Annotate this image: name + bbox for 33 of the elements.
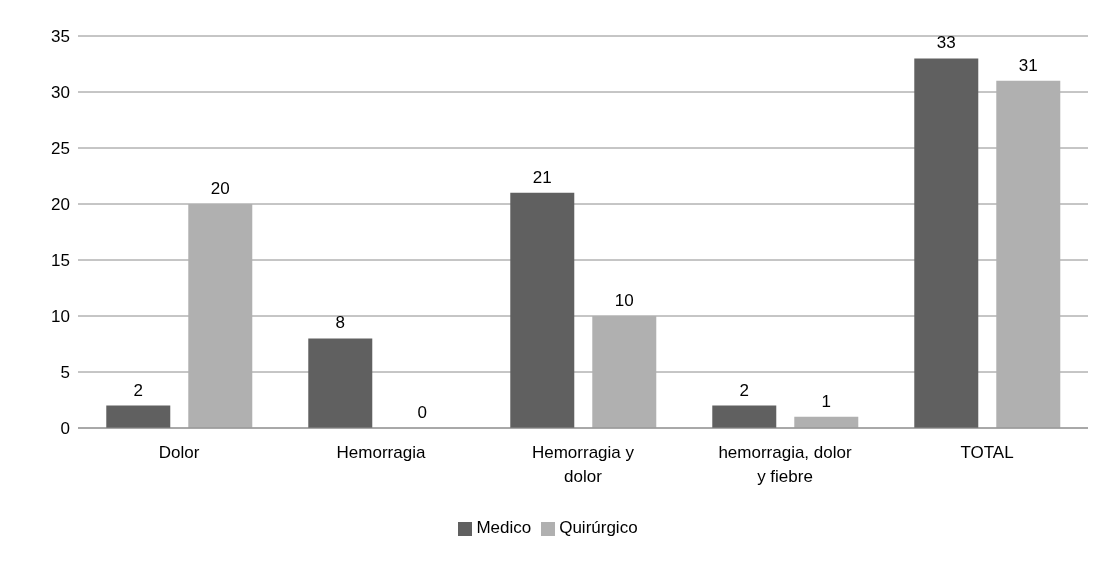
- data-label: 33: [936, 33, 956, 53]
- bar: [188, 204, 253, 428]
- x-tick-label: TOTAL: [960, 443, 1014, 462]
- bar: [308, 338, 373, 428]
- x-tick-label: hemorragia, dolor y fiebre: [718, 443, 852, 486]
- bar: [712, 405, 777, 428]
- data-label: 2: [133, 380, 144, 400]
- data-label: 1: [821, 391, 832, 411]
- y-tick-label: 0: [60, 419, 70, 439]
- y-tick-label: 25: [51, 139, 70, 159]
- x-tick-label: Hemorragia y dolor: [531, 443, 635, 486]
- data-label: 31: [1018, 55, 1038, 75]
- y-tick-label: 35: [51, 27, 70, 47]
- y-tick-label: 30: [51, 83, 70, 103]
- y-tick-label: 15: [51, 251, 70, 271]
- y-tick-label: 10: [51, 307, 70, 327]
- data-label: 10: [614, 291, 634, 310]
- data-label: 21: [532, 167, 552, 187]
- bar: [592, 316, 657, 428]
- legend-label: Quirúrgico: [559, 518, 638, 537]
- data-label: 8: [335, 313, 346, 333]
- x-tick-label: Dolor: [158, 443, 200, 462]
- legend-label: Medico: [476, 518, 532, 537]
- data-label: 0: [417, 402, 428, 422]
- bar: [914, 58, 979, 428]
- bar: [510, 192, 575, 428]
- data-label: 20: [210, 179, 230, 198]
- data-label: 2: [739, 380, 750, 400]
- y-tick-label: 5: [60, 363, 70, 383]
- y-tick-label: 20: [51, 195, 70, 215]
- x-tick-label: Hemorragia: [336, 443, 426, 462]
- bar: [996, 80, 1061, 428]
- bar: [106, 405, 171, 428]
